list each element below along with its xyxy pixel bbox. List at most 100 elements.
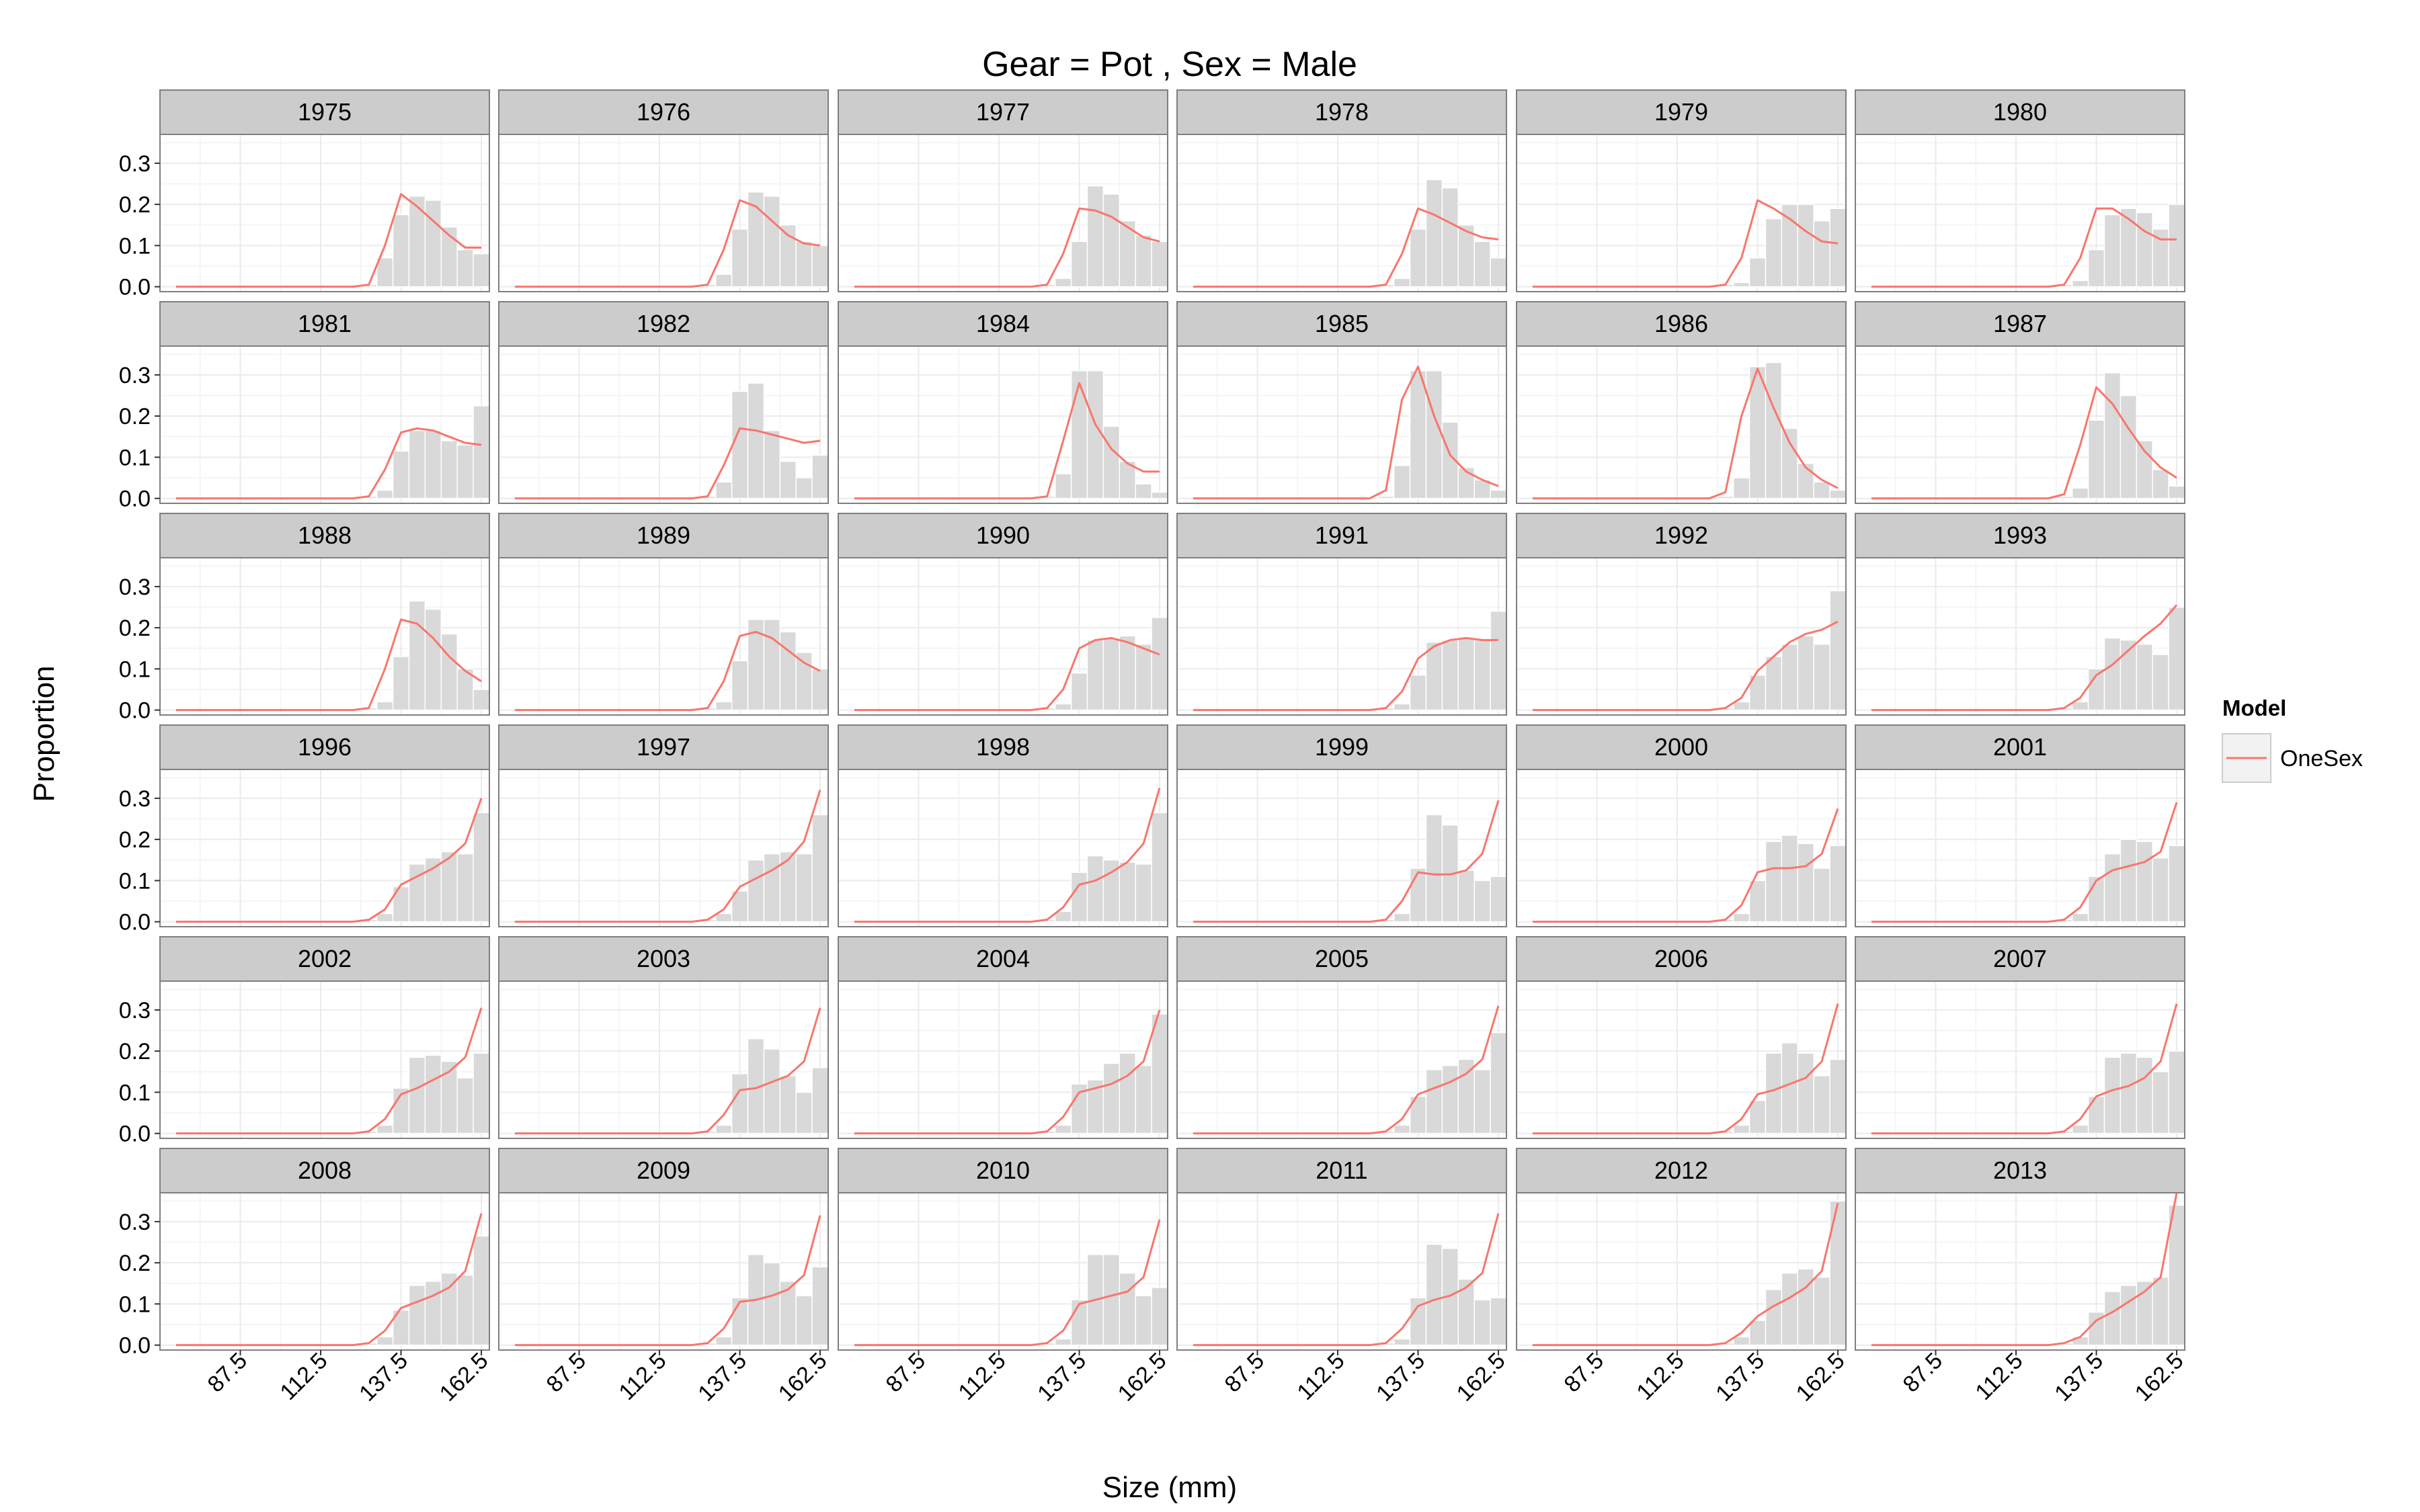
- series-line-onesex: [175, 1213, 483, 1347]
- facet-strip: [498, 513, 829, 558]
- bar: [440, 633, 458, 711]
- bar: [1781, 1042, 1799, 1134]
- series-line-onesex: [854, 788, 1161, 923]
- bar: [1490, 1297, 1507, 1346]
- bar: [376, 913, 394, 923]
- y-tick-label: 0.3: [119, 575, 151, 600]
- panel-border: [498, 557, 829, 716]
- bar: [715, 913, 733, 923]
- facet-strip-label: 2006: [1654, 945, 1708, 972]
- bar: [456, 444, 474, 499]
- bar: [1732, 477, 1750, 499]
- panel-border: [838, 980, 1168, 1139]
- series-line-onesex: [175, 1007, 483, 1135]
- bar: [392, 214, 410, 288]
- facet-strip-label: 1993: [1993, 521, 2047, 549]
- bar: [1135, 643, 1152, 711]
- bar: [1070, 672, 1088, 711]
- facet-panel: 1987: [1855, 301, 2185, 504]
- bar: [2103, 853, 2122, 923]
- facet-strip-label: 2007: [1993, 945, 2047, 972]
- bar: [1490, 489, 1507, 499]
- bar: [1054, 278, 1072, 288]
- bar: [1151, 1013, 1168, 1134]
- y-tick-label: 0.0: [119, 1122, 151, 1147]
- series-line-onesex: [1193, 1213, 1500, 1347]
- bar: [2103, 1291, 2122, 1346]
- y-tick-label: 0.3: [119, 786, 151, 812]
- bar: [715, 1336, 733, 1346]
- bar: [1765, 1289, 1783, 1346]
- bar: [473, 1052, 490, 1134]
- bar: [1425, 814, 1443, 923]
- series-line-onesex: [1871, 604, 2178, 712]
- series-line-onesex: [514, 1215, 821, 1347]
- bar: [715, 701, 733, 711]
- facet-strip-label: 2002: [298, 945, 352, 972]
- bar: [1765, 1052, 1783, 1134]
- bar: [376, 1124, 394, 1134]
- bar: [1119, 1272, 1136, 1346]
- series-line-onesex: [1871, 802, 2178, 923]
- bar: [1474, 1068, 1491, 1134]
- bar: [2120, 208, 2138, 288]
- bar: [2168, 1050, 2185, 1134]
- bar: [473, 253, 490, 288]
- facet-strip: [1176, 724, 1507, 770]
- bar: [1781, 835, 1799, 923]
- bar: [1781, 643, 1799, 711]
- facet-panel: 1999: [1176, 724, 1507, 927]
- bar: [763, 429, 781, 499]
- bar: [1409, 228, 1427, 288]
- facet-strip-label: 2005: [1315, 945, 1369, 972]
- panel-border: [159, 557, 490, 716]
- bar: [1425, 1068, 1443, 1134]
- bar: [1457, 1278, 1475, 1346]
- facet-strip: [1855, 301, 2185, 347]
- bar: [2087, 1095, 2105, 1134]
- bar: [1070, 241, 1088, 288]
- bar: [795, 241, 813, 288]
- panel-border: [1176, 980, 1507, 1139]
- panel-border: [159, 769, 490, 927]
- panel-border: [498, 345, 829, 504]
- bar: [1409, 674, 1427, 711]
- bar: [1781, 204, 1799, 288]
- bar: [1732, 701, 1750, 711]
- bar: [1813, 868, 1830, 923]
- bar: [473, 1235, 490, 1346]
- bar: [1765, 218, 1783, 288]
- bar: [1490, 876, 1507, 923]
- series-line-onesex: [514, 427, 821, 500]
- y-tick-label: 0.1: [119, 233, 151, 259]
- bar: [2103, 637, 2122, 711]
- bar: [1829, 1058, 1847, 1134]
- facet-strip-label: 1981: [298, 310, 352, 337]
- bar: [1119, 635, 1136, 711]
- bar: [1732, 282, 1750, 288]
- facet-panel: 2007: [1855, 936, 2185, 1139]
- panel-border: [838, 557, 1168, 716]
- bar: [2071, 280, 2089, 288]
- bar: [1781, 1272, 1799, 1346]
- bar: [2136, 841, 2153, 923]
- bar: [376, 257, 394, 288]
- bar: [715, 274, 733, 288]
- facet-strip-label: 1997: [637, 733, 690, 761]
- bar: [2120, 394, 2138, 499]
- bar: [795, 1295, 813, 1346]
- bar: [456, 249, 474, 288]
- panel-border: [498, 769, 829, 927]
- bar: [376, 489, 394, 499]
- series-line-onesex: [1193, 366, 1499, 500]
- panel-border: [1176, 1192, 1507, 1351]
- facet-strip-label: 2011: [1316, 1157, 1367, 1184]
- bar: [1474, 1299, 1491, 1346]
- facet-strip: [498, 301, 829, 347]
- bar: [1054, 703, 1072, 711]
- bar: [2071, 701, 2089, 711]
- bar: [2152, 228, 2169, 288]
- series-line-onesex: [514, 790, 821, 923]
- y-tick-label: 0.2: [119, 1039, 151, 1064]
